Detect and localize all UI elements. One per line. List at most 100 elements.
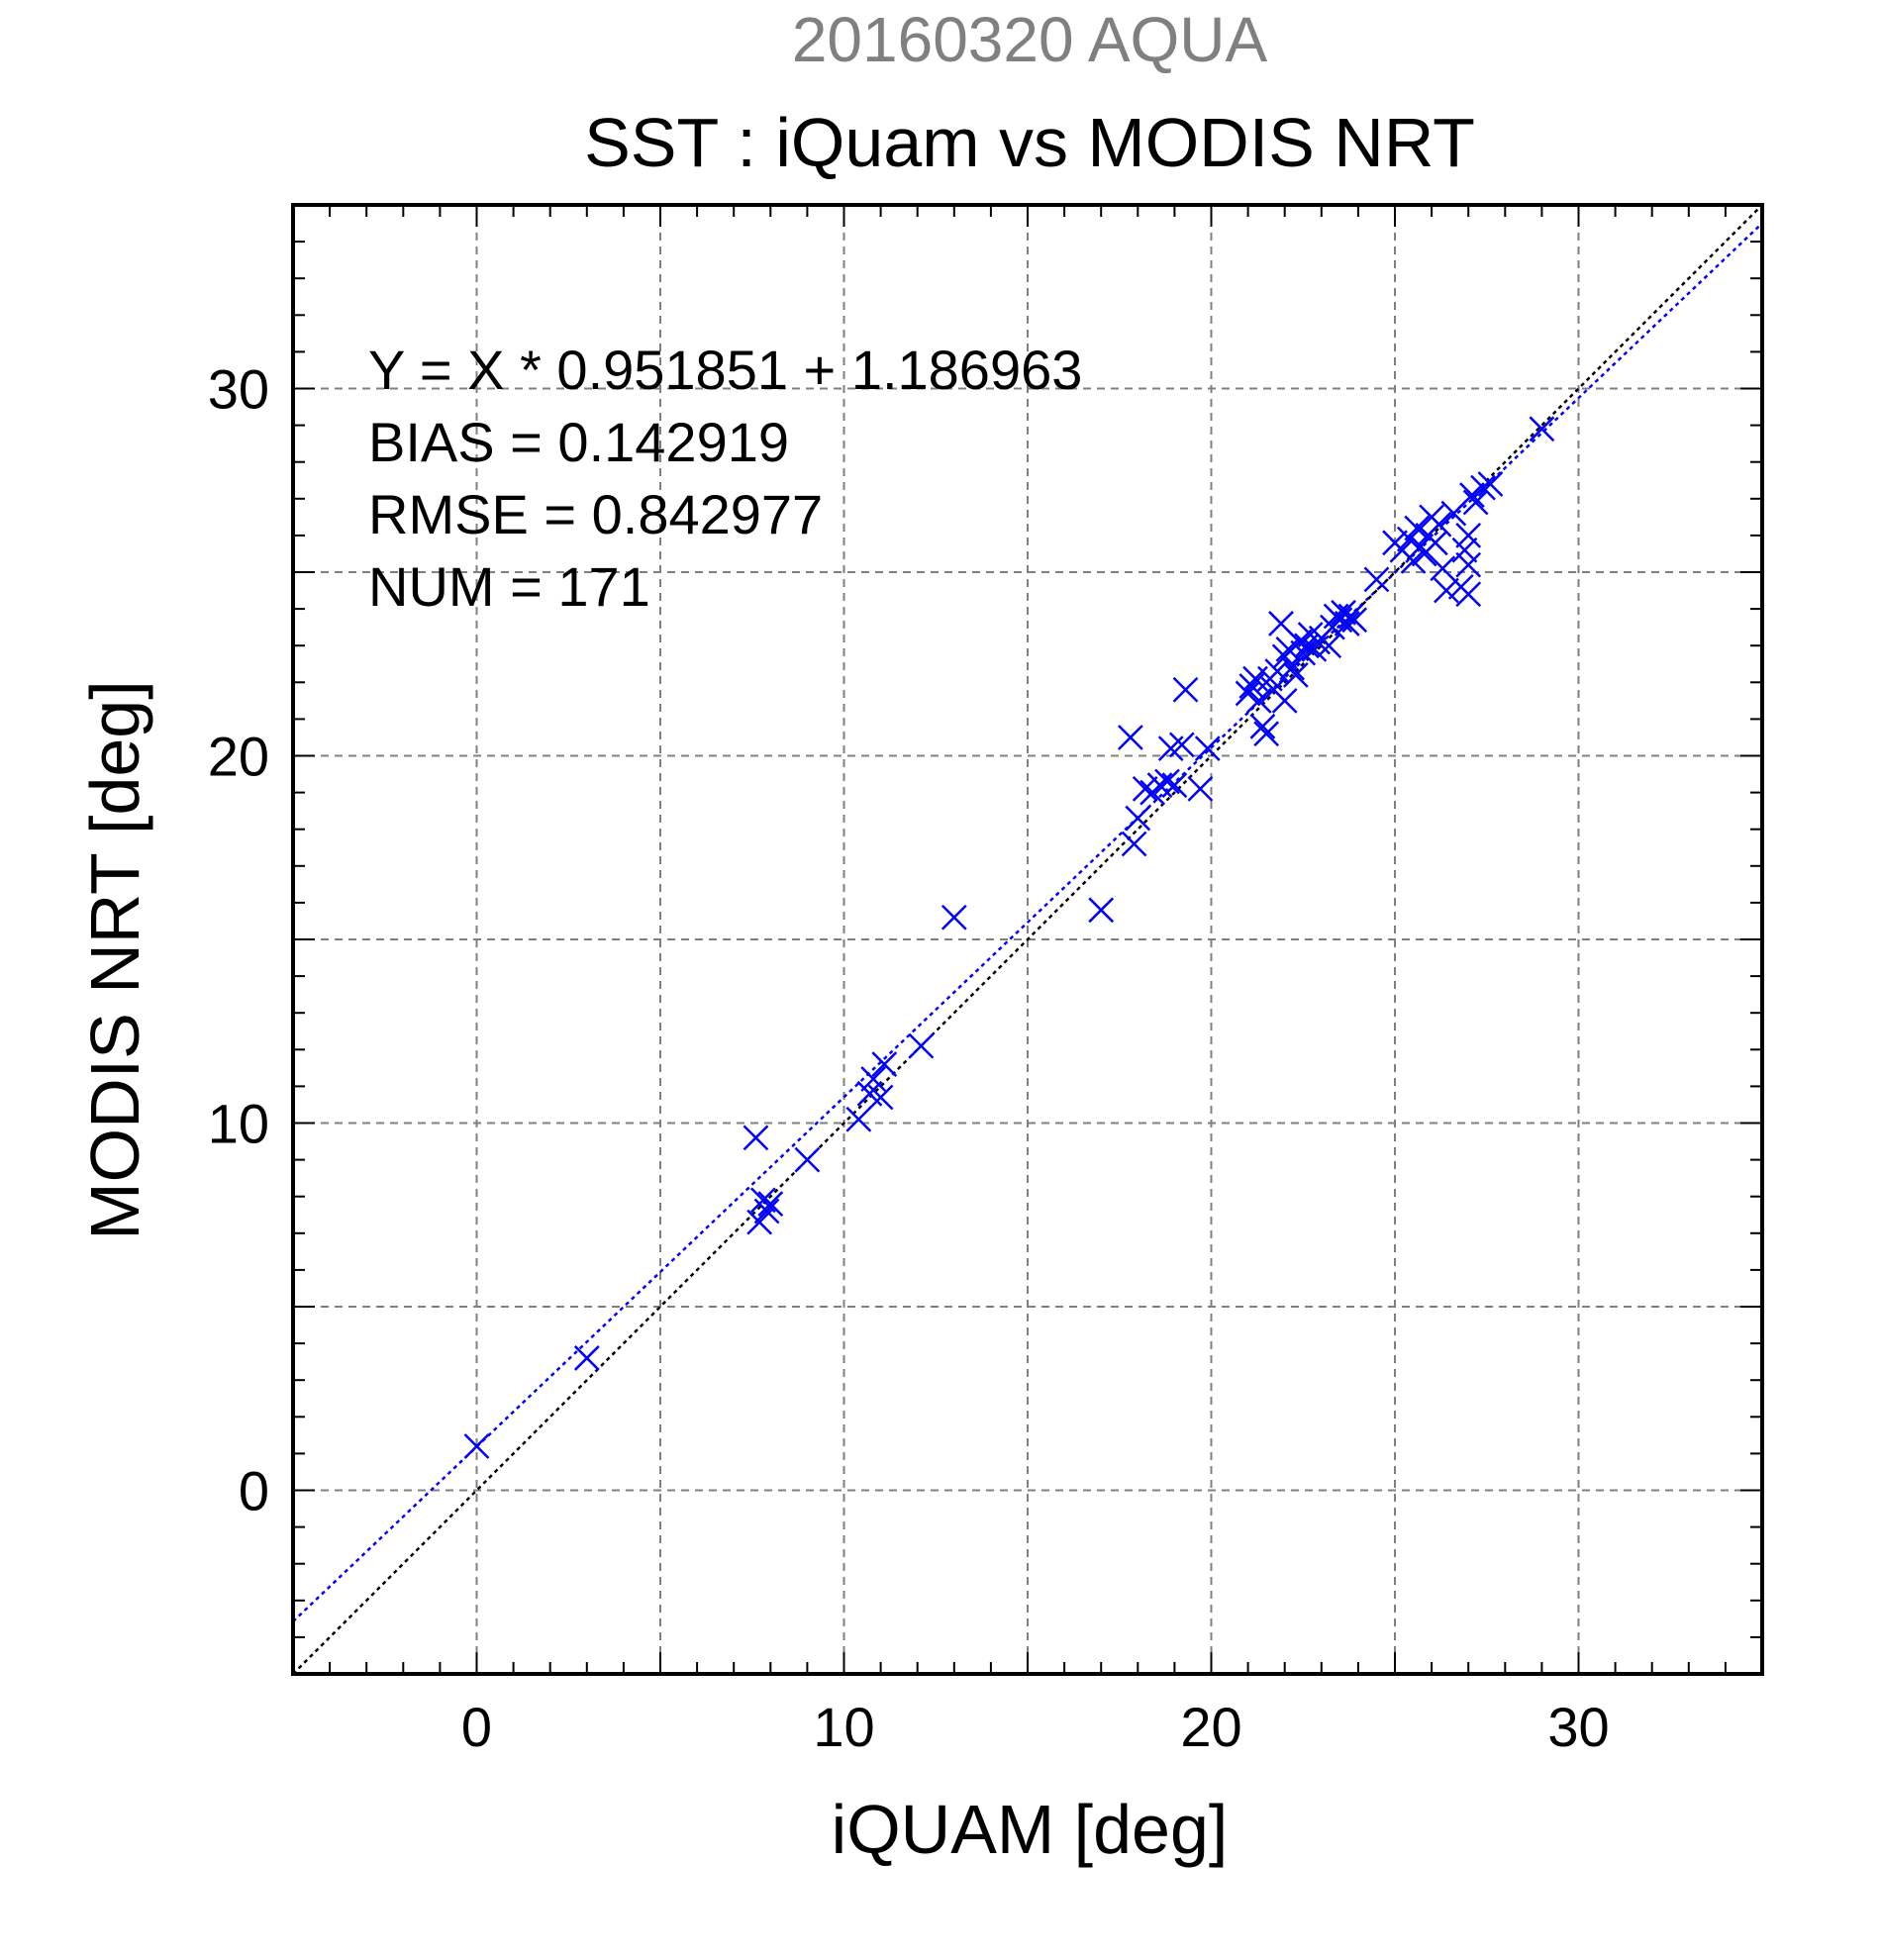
data-point	[1455, 551, 1482, 578]
data-point-stroke	[1363, 566, 1390, 593]
data-point-stroke	[1455, 581, 1482, 608]
data-point	[1529, 416, 1555, 442]
chart-title: SST : iQuam vs MODIS NRT	[584, 104, 1475, 181]
data-point-stroke	[757, 1191, 784, 1218]
data-point-stroke	[867, 1084, 894, 1111]
data-point-stroke	[1187, 776, 1214, 802]
data-point-stroke	[1121, 831, 1147, 857]
data-point	[1271, 687, 1298, 714]
data-point-stroke	[746, 1209, 773, 1235]
data-point-stroke	[753, 1198, 780, 1225]
y-tick-label: 20	[208, 726, 269, 788]
data-point	[1125, 805, 1151, 832]
bias-value: BIAS = 0.142919	[368, 411, 789, 473]
data-point-stroke	[908, 1032, 935, 1059]
data-point	[1245, 687, 1272, 714]
y-tick-label: 10	[208, 1093, 269, 1155]
data-point	[1301, 637, 1328, 662]
regression-line	[293, 222, 1762, 1622]
data-point-stroke	[1430, 555, 1456, 582]
data-point-stroke	[1117, 725, 1143, 750]
data-point	[1235, 680, 1261, 707]
data-point-stroke	[1168, 732, 1195, 758]
data-point-stroke	[1161, 772, 1188, 799]
data-point-stroke	[1462, 489, 1489, 516]
data-point-stroke	[1286, 629, 1313, 655]
chart-subtitle: 20160320 AQUA	[792, 4, 1268, 75]
data-point-stroke	[845, 1106, 872, 1132]
data-point	[1172, 676, 1199, 703]
data-point-stroke	[1529, 416, 1555, 442]
data-point-stroke	[1132, 776, 1158, 802]
num-value: NUM = 171	[368, 555, 650, 618]
data-point-stroke	[1334, 611, 1360, 637]
data-point-stroke	[1459, 482, 1485, 508]
data-point-stroke	[1408, 534, 1434, 559]
y-axis-label: MODIS NRT [deg]	[76, 680, 153, 1239]
data-point	[1146, 772, 1173, 799]
fit-lines	[293, 205, 1762, 1674]
data-point	[1088, 897, 1115, 924]
data-point-stroke	[1088, 897, 1115, 924]
data-point-stroke	[1268, 611, 1294, 637]
data-point-stroke	[1426, 511, 1452, 538]
data-point-stroke	[1194, 735, 1221, 761]
data-point-stroke	[1477, 471, 1504, 497]
data-point-stroke	[1245, 687, 1272, 714]
data-point	[794, 1146, 821, 1173]
y-tick-label: 30	[208, 358, 269, 421]
x-tick-label: 10	[813, 1696, 874, 1758]
data-point-stroke	[1154, 768, 1180, 795]
data-point-stroke	[1341, 607, 1368, 634]
data-point-stroke	[1455, 523, 1482, 548]
data-point	[742, 1125, 769, 1151]
data-point-stroke	[1455, 551, 1482, 578]
x-tick-label: 20	[1180, 1696, 1241, 1758]
data-point	[845, 1106, 872, 1132]
data-point-stroke	[1235, 680, 1261, 707]
data-point	[1455, 523, 1482, 548]
x-tick-label: 0	[461, 1696, 492, 1758]
data-point	[908, 1032, 935, 1059]
data-point-stroke	[1396, 526, 1423, 552]
data-point	[1470, 474, 1496, 501]
data-point	[1168, 732, 1195, 758]
plot-frame	[291, 203, 1764, 1676]
data-point	[1121, 831, 1147, 857]
data-point-stroke	[1172, 676, 1199, 703]
data-point-stroke	[1125, 805, 1151, 832]
data-point-stroke	[860, 1066, 887, 1092]
data-point	[1238, 673, 1265, 699]
data-point	[1132, 776, 1158, 802]
data-point-stroke	[1249, 713, 1276, 739]
x-tick-label: 30	[1547, 1696, 1609, 1758]
data-point	[1459, 482, 1485, 508]
data-point	[867, 1084, 894, 1111]
data-point	[1426, 511, 1452, 538]
data-point	[1279, 654, 1306, 681]
data-point-stroke	[1470, 474, 1496, 501]
x-axis-label: iQUAM [deg]	[832, 1791, 1229, 1868]
data-point-stroke	[742, 1125, 769, 1151]
data-point-stroke	[1253, 721, 1280, 747]
x-tick-labels: 0 10 20 30	[461, 1696, 1610, 1758]
data-points	[463, 416, 1555, 1459]
data-point	[1434, 577, 1459, 604]
data-point	[1187, 776, 1214, 802]
data-point-stroke	[1400, 547, 1427, 574]
y-tick-label: 0	[239, 1460, 269, 1522]
data-point	[1154, 768, 1180, 795]
data-point-stroke	[856, 1080, 883, 1107]
identity-line	[293, 205, 1762, 1674]
data-point-stroke	[749, 1187, 776, 1214]
data-point-stroke	[1316, 633, 1342, 659]
data-point-stroke	[1331, 599, 1356, 626]
data-point-stroke	[1279, 654, 1306, 681]
data-point-stroke	[573, 1345, 600, 1371]
rmse-value: RMSE = 0.842977	[368, 483, 823, 545]
data-point	[1194, 735, 1221, 761]
data-point	[1408, 534, 1434, 559]
data-point-stroke	[1301, 637, 1328, 662]
data-point-stroke	[463, 1433, 490, 1459]
data-point-stroke	[794, 1146, 821, 1173]
